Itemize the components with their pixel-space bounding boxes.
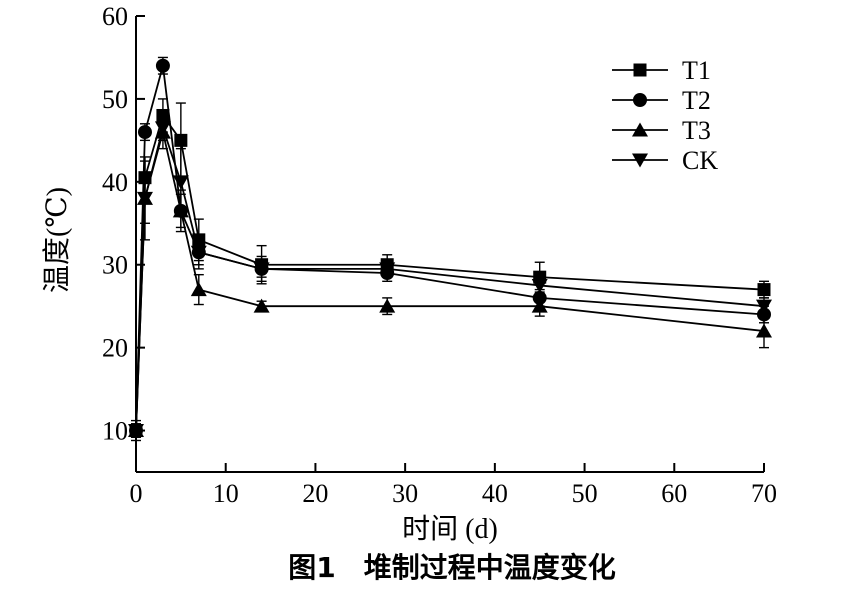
legend-marker-t1: [633, 63, 647, 77]
series-line-t1: [135, 113, 765, 431]
data-point-ck: [172, 175, 189, 190]
legend-item-ck: CK: [612, 146, 718, 175]
error-bars: [131, 56, 769, 442]
y-tick-label: 60: [102, 2, 128, 31]
data-point-t2: [757, 307, 771, 322]
x-tick-label: 60: [661, 479, 687, 508]
data-point-ck: [379, 262, 396, 277]
x-tick-label: 0: [130, 479, 143, 508]
chart-axes: 0 10 20 30 40 50 60 70 10 20 30 40 50 60: [102, 2, 777, 508]
legend-label-ck: CK: [682, 146, 718, 175]
figure-caption: 图1 堆制过程中温度变化: [288, 551, 615, 584]
data-point-ck: [128, 424, 144, 439]
y-tick-label: 50: [102, 85, 128, 114]
legend-item-t1: T1: [612, 56, 711, 85]
series-line-t3: [135, 131, 765, 431]
x-tick-label: 20: [302, 479, 328, 508]
data-point-t3: [253, 298, 270, 313]
data-point-t3: [531, 298, 548, 313]
data-point-ck: [253, 262, 270, 277]
data-point-t2: [155, 58, 170, 73]
data-point-t1: [192, 233, 206, 247]
legend-marker-t2: [633, 93, 647, 107]
data-point-ck: [190, 245, 207, 260]
data-point-t1: [174, 133, 188, 147]
data-point-t2: [137, 125, 152, 140]
data-point-ck: [136, 191, 153, 206]
legend-label-t2: T2: [682, 86, 711, 115]
y-tick-label: 10: [102, 417, 128, 446]
legend-item-t3: T3: [612, 116, 711, 145]
series-markers: [128, 58, 772, 439]
x-tick-label: 50: [572, 479, 598, 508]
x-axis-label: 时间 (d): [402, 513, 498, 545]
data-point-t2: [532, 290, 547, 305]
y-axis-label: 温度(℃): [41, 187, 73, 293]
data-point-t1: [757, 283, 771, 297]
data-point-t3: [379, 298, 396, 313]
data-point-t1: [138, 171, 152, 185]
data-point-ck: [756, 299, 772, 314]
legend-label-t3: T3: [682, 116, 711, 145]
data-point-t1: [156, 108, 170, 122]
data-point-t3: [172, 203, 189, 218]
x-tick-label: 10: [213, 479, 239, 508]
series-lines: [135, 65, 765, 431]
x-tick-label: 40: [482, 479, 508, 508]
x-tick-label: 70: [751, 479, 777, 508]
series-line-ck: [135, 124, 765, 431]
x-tick-label: 30: [392, 479, 418, 508]
legend-label-t1: T1: [682, 56, 711, 85]
series-line-t2: [135, 65, 765, 431]
data-point-ck: [531, 278, 548, 293]
data-point-t3: [756, 323, 772, 338]
y-tick-label: 20: [102, 334, 128, 363]
y-tick-label: 40: [102, 168, 128, 197]
legend-marker-ck: [632, 153, 648, 168]
y-tick-label: 30: [102, 251, 128, 280]
legend-item-t2: T2: [612, 86, 711, 115]
legend-marker-t3: [632, 122, 648, 137]
data-point-ck: [154, 121, 171, 136]
data-point-t3: [190, 282, 207, 297]
